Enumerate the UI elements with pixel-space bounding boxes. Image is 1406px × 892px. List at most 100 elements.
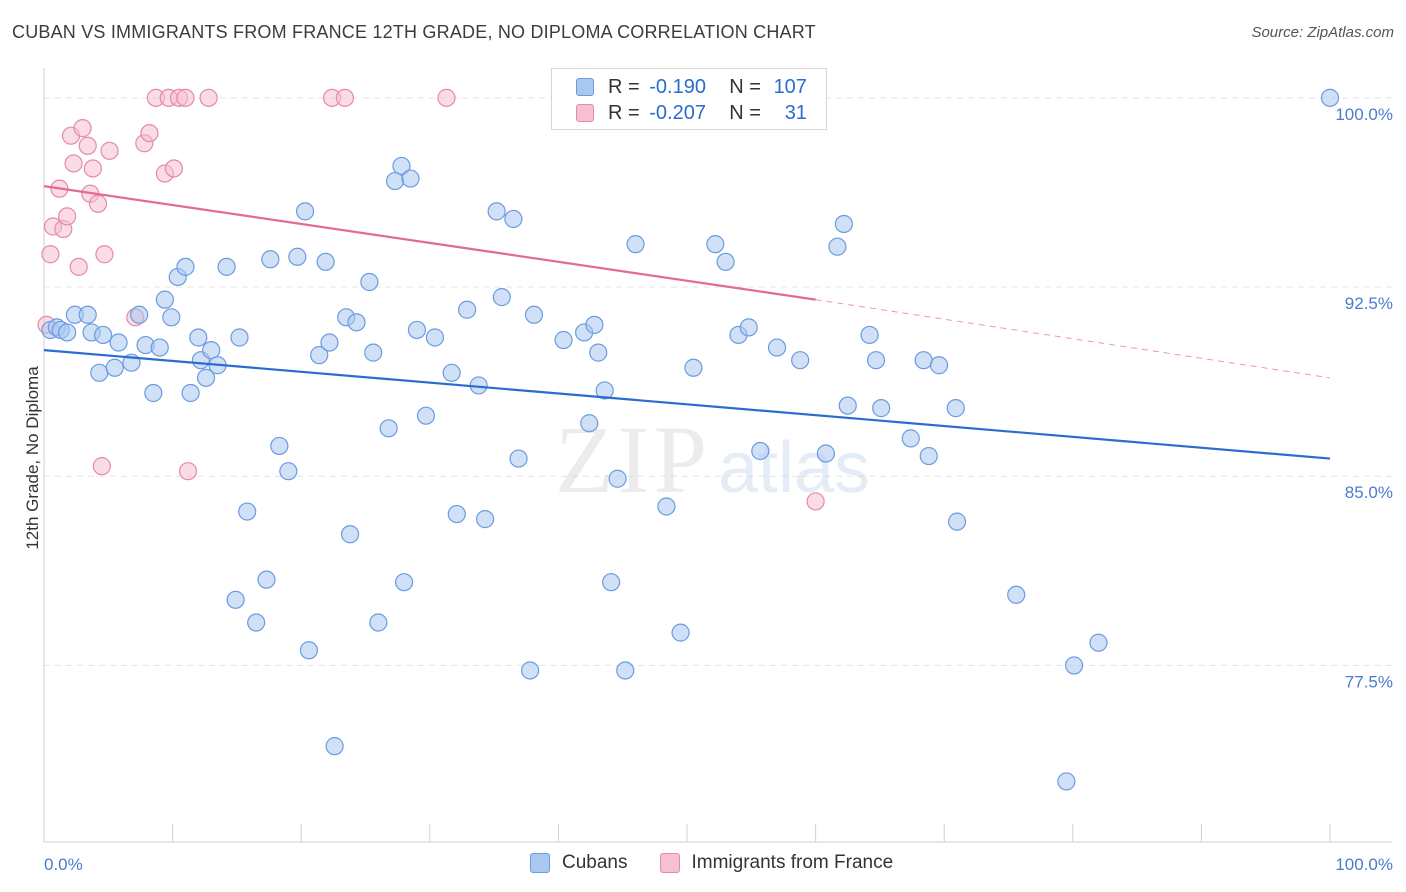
legend-row-france: R = -0.207 N = 31 [576, 101, 807, 125]
cuban-point-93 [872, 399, 891, 418]
cuban-point-97 [929, 356, 949, 375]
cuban-point-12 [130, 305, 149, 324]
france-point-1 [41, 245, 60, 264]
france-point-29 [335, 88, 355, 107]
france-point-8 [69, 257, 88, 276]
cuban-point-102 [1064, 656, 1084, 675]
cuban-point-76 [626, 235, 645, 254]
cuban-point-36 [295, 202, 315, 221]
cuban-point-10 [109, 333, 128, 352]
watermark-zip: ZIP [555, 406, 711, 513]
cuban-point-45 [360, 272, 379, 292]
cuban-point-73 [602, 573, 621, 592]
cuban-point-74 [608, 469, 627, 488]
cuban-point-43 [340, 525, 360, 544]
cuban-point-84 [751, 441, 770, 461]
x-tick-label-1: 100.0% [1335, 855, 1393, 874]
cuban-point-37 [299, 641, 319, 660]
cuban-point-49 [385, 171, 405, 191]
y-tick-label-0: 100.0% [1335, 105, 1393, 124]
cuban-point-20 [181, 383, 200, 403]
legend-n-value: 107 [773, 75, 807, 98]
x-tick-labels: 0.0% 100.0% [44, 855, 1393, 874]
y-tick-label-3: 77.5% [1345, 672, 1393, 691]
legend-n-value: 31 [784, 101, 807, 124]
france-point-12 [83, 159, 102, 178]
watermark-atlas: atlas [718, 428, 870, 508]
y-tick-labels: 100.0% 92.5% 85.0% 77.5% [1335, 105, 1393, 692]
legend-label-cubans: Cubans [562, 852, 628, 873]
series-legend: Cubans Immigrants from France [530, 852, 925, 874]
cuban-point-89 [834, 214, 853, 234]
legend-row-cubans: R = -0.190 N = 107 [576, 75, 807, 99]
cuban-point-78 [671, 623, 690, 642]
france-point-25 [176, 88, 195, 107]
cuban-point-5 [78, 305, 97, 324]
cuban-point-33 [270, 436, 289, 456]
legend-swatch-cubans [576, 78, 594, 96]
cuban-point-31 [257, 570, 276, 589]
cuban-point-57 [447, 504, 466, 524]
legend-r-label: R = [608, 75, 640, 98]
legend-label-france: Immigrants from France [691, 852, 894, 873]
legend-item-france[interactable]: Immigrants from France [659, 852, 894, 874]
legend-swatch-france [659, 853, 680, 873]
france-point-10 [78, 136, 97, 155]
cuban-point-58 [457, 300, 477, 319]
cuban-point-60 [475, 510, 495, 529]
legend-item-cubans[interactable]: Cubans [530, 852, 628, 874]
cuban-point-24 [202, 340, 221, 360]
cuban-point-88 [828, 237, 847, 256]
stats-legend: R = -0.190 N = 107 R = -0.207 N = 31 [551, 68, 827, 130]
cuban-point-23 [196, 368, 216, 387]
cuban-point-21 [189, 328, 208, 347]
cuban-point-91 [860, 325, 879, 345]
cuban-point-56 [442, 363, 461, 382]
y-tick-label-2: 85.0% [1345, 483, 1393, 502]
france-point-16 [100, 141, 119, 160]
cuban-point-38 [310, 346, 329, 365]
cuban-point-26 [217, 257, 236, 276]
cuban-point-34 [279, 462, 298, 481]
cuban-point-54 [416, 406, 436, 425]
cuban-point-69 [580, 414, 599, 433]
france-point-31 [806, 492, 825, 511]
legend-swatch-cubans [530, 853, 550, 873]
cuban-point-64 [509, 449, 528, 468]
cuban-point-15 [150, 338, 169, 357]
y-axis-label: 12th Grade, No Diploma [23, 366, 42, 550]
cuban-point-81 [716, 252, 735, 271]
cuban-point-14 [144, 383, 163, 403]
cuban-point-53 [407, 320, 427, 340]
cuban-point-95 [914, 351, 933, 370]
cuban-point-63 [504, 209, 523, 229]
cuban-point-72 [595, 381, 614, 400]
cuban-point-3 [58, 323, 77, 342]
legend-r-value: -0.190 [649, 75, 706, 98]
watermark: ZIP atlas [555, 406, 870, 513]
cuban-point-30 [247, 613, 266, 632]
cuban-point-71 [589, 343, 608, 362]
chart-title: CUBAN VS IMMIGRANTS FROM FRANCE 12TH GRA… [12, 22, 816, 42]
axes [43, 68, 1392, 843]
france-point-27 [199, 88, 218, 107]
legend-n-label: N = [729, 75, 761, 98]
chart-source: Source: ZipAtlas.com [1251, 24, 1394, 41]
cuban-point-75 [616, 661, 635, 680]
cuban-point-40 [320, 333, 339, 352]
series-france-points [37, 88, 825, 511]
cuban-point-98 [946, 399, 965, 418]
legend-n-label: N = [729, 101, 761, 124]
cuban-point-35 [288, 247, 307, 266]
france-point-26 [178, 462, 198, 481]
cuban-point-51 [394, 573, 414, 592]
cuban-point-47 [369, 613, 388, 632]
cuban-point-86 [791, 351, 810, 370]
cuban-point-55 [425, 328, 445, 347]
cuban-point-65 [521, 661, 540, 680]
cuban-point-94 [901, 429, 920, 448]
cuban-point-62 [492, 288, 511, 307]
france-point-14 [92, 457, 111, 476]
cuban-point-85 [767, 338, 787, 357]
